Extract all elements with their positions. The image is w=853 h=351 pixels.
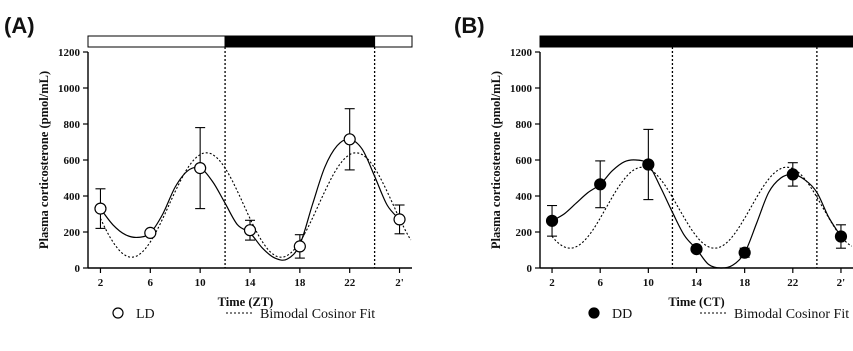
panel-a: (A) 0 200 400 600 800 1000 1200 2 6 10 14 18 22 2' Time… (4, 13, 413, 322)
data-point (293, 240, 306, 253)
data-point (393, 213, 406, 226)
x-tick-label: 2' (395, 277, 404, 289)
data-point (594, 178, 607, 191)
data-point (690, 243, 703, 256)
x-tick-label: 18 (739, 277, 751, 289)
data-point (243, 224, 257, 237)
data-point (834, 230, 848, 243)
x-tick-label: 22 (787, 277, 799, 289)
x-tick-label: 14 (245, 277, 257, 289)
y-tick-label: 1000 (58, 83, 81, 95)
y-tick-label: 800 (516, 119, 533, 131)
y-axis-title: Plasma corticosterone (pmol/mL) (37, 71, 51, 249)
panel-label: (B) (454, 13, 485, 38)
data-point (738, 246, 751, 259)
light-bar-light-segment (87, 35, 226, 48)
y-tick-label: 0 (527, 263, 533, 275)
y-tick-label: 400 (64, 191, 81, 203)
data-point (194, 162, 207, 175)
light-bar-dark-segment (539, 35, 853, 48)
legend-label: LD (136, 307, 155, 322)
legend-marker (588, 307, 600, 319)
y-tick-label: 1200 (58, 47, 81, 59)
y-tick-label: 1000 (510, 83, 533, 95)
x-tick-label: 6 (597, 277, 603, 289)
legend-marker (112, 307, 124, 319)
panel-label: (A) (4, 13, 35, 38)
data-point (94, 202, 107, 215)
cosinor-fit-curve (551, 166, 853, 249)
x-tick-label: 2 (549, 277, 555, 289)
x-tick-label: 6 (148, 277, 154, 289)
panel-b: (B) 0 200 400 600 800 1000 1200 2 6 10 14 18 22 2' Time… (454, 13, 853, 322)
y-tick-label: 600 (516, 155, 533, 167)
y-tick-label: 400 (516, 191, 533, 203)
data-point (545, 214, 559, 227)
light-bar-dark-segment (224, 35, 376, 48)
y-tick-label: 800 (64, 119, 81, 131)
data-point (144, 226, 157, 239)
x-tick-label: 2' (837, 277, 846, 289)
x-axis-title: Time (CT) (668, 295, 724, 309)
y-tick-label: 200 (516, 227, 533, 239)
legend-label: DD (612, 307, 632, 322)
y-tick-label: 200 (64, 227, 81, 239)
x-tick-label: 22 (344, 277, 356, 289)
x-tick-label: 10 (643, 277, 655, 289)
legend-label: Bimodal Cosinor Fit (734, 307, 849, 322)
data-point (343, 133, 356, 146)
cosinor-fit-curve (100, 152, 412, 258)
data-point (642, 158, 655, 171)
y-tick-label: 1200 (510, 47, 533, 59)
y-axis-title: Plasma corticosterone (pmol/mL) (489, 71, 503, 249)
x-tick-label: 2 (98, 277, 104, 289)
y-tick-label: 0 (75, 263, 81, 275)
x-tick-label: 10 (195, 277, 207, 289)
light-bar-light-segment (374, 35, 413, 48)
legend-label: Bimodal Cosinor Fit (260, 307, 375, 322)
y-tick-label: 600 (64, 155, 81, 167)
data-point (786, 168, 799, 181)
observed-curve (100, 138, 400, 261)
x-tick-label: 14 (691, 277, 703, 289)
x-tick-label: 18 (294, 277, 306, 289)
x-axis-title: Time (ZT) (218, 295, 274, 309)
